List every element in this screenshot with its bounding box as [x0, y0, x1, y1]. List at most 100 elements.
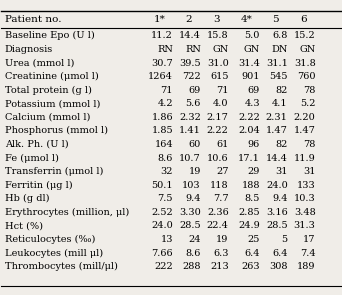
Text: 189: 189	[297, 262, 316, 271]
Text: 25: 25	[248, 235, 260, 244]
Text: 3.48: 3.48	[294, 208, 316, 217]
Text: 9.4: 9.4	[272, 194, 288, 203]
Text: 6.4: 6.4	[245, 249, 260, 258]
Text: 3.30: 3.30	[179, 208, 201, 217]
Text: 10.6: 10.6	[207, 154, 229, 163]
Text: GN: GN	[244, 45, 260, 54]
Text: 5: 5	[273, 15, 279, 24]
Text: 29: 29	[248, 167, 260, 176]
Text: 722: 722	[182, 72, 201, 81]
Text: 4.0: 4.0	[213, 99, 229, 108]
Text: GN: GN	[299, 45, 316, 54]
Text: Erythrocytes (million, μl): Erythrocytes (million, μl)	[5, 208, 129, 217]
Text: 24.9: 24.9	[238, 222, 260, 230]
Text: 24.0: 24.0	[151, 222, 173, 230]
Text: 6: 6	[300, 15, 307, 24]
Text: 69: 69	[188, 86, 201, 95]
Text: Alk. Ph. (U l): Alk. Ph. (U l)	[5, 140, 68, 149]
Text: Hct (%): Hct (%)	[5, 222, 43, 230]
Text: 5.6: 5.6	[185, 99, 201, 108]
Text: 2.52: 2.52	[151, 208, 173, 217]
Text: 188: 188	[241, 181, 260, 190]
Text: 8.5: 8.5	[245, 194, 260, 203]
Text: 5: 5	[281, 235, 288, 244]
Text: 2: 2	[186, 15, 192, 24]
Text: 164: 164	[154, 140, 173, 149]
Text: RN: RN	[157, 45, 173, 54]
Text: 82: 82	[275, 140, 288, 149]
Text: RN: RN	[185, 45, 201, 54]
Text: 14.4: 14.4	[266, 154, 288, 163]
Text: 4.2: 4.2	[157, 99, 173, 108]
Text: 71: 71	[216, 86, 229, 95]
Text: Hb (g dl): Hb (g dl)	[5, 194, 49, 203]
Text: 78: 78	[303, 140, 316, 149]
Text: Reticulocytes (‰): Reticulocytes (‰)	[5, 235, 95, 244]
Text: 31: 31	[303, 167, 316, 176]
Text: 17.1: 17.1	[238, 154, 260, 163]
Text: 1*: 1*	[154, 15, 165, 24]
Text: 2.22: 2.22	[238, 113, 260, 122]
Text: 2.17: 2.17	[207, 113, 229, 122]
Text: 19: 19	[188, 167, 201, 176]
Text: Baseline Epo (U l): Baseline Epo (U l)	[5, 31, 94, 40]
Text: Diagnosis: Diagnosis	[5, 45, 53, 54]
Text: 24.0: 24.0	[266, 181, 288, 190]
Text: 545: 545	[269, 72, 288, 81]
Text: 60: 60	[188, 140, 201, 149]
Text: 2.85: 2.85	[238, 208, 260, 217]
Text: 31: 31	[275, 167, 288, 176]
Text: 4*: 4*	[240, 15, 252, 24]
Text: 31.0: 31.0	[207, 58, 229, 68]
Text: GN: GN	[212, 45, 229, 54]
Text: 19: 19	[216, 235, 229, 244]
Text: 5.2: 5.2	[300, 99, 316, 108]
Text: 6.4: 6.4	[272, 249, 288, 258]
Text: 17: 17	[303, 235, 316, 244]
Text: 1264: 1264	[148, 72, 173, 81]
Text: 3.16: 3.16	[266, 208, 288, 217]
Text: 308: 308	[269, 262, 288, 271]
Text: 2.22: 2.22	[207, 127, 229, 135]
Text: DN: DN	[271, 45, 288, 54]
Text: 61: 61	[216, 140, 229, 149]
Text: 24: 24	[188, 235, 201, 244]
Text: 103: 103	[182, 181, 201, 190]
Text: 71: 71	[160, 86, 173, 95]
Text: 6.8: 6.8	[272, 31, 288, 40]
Text: 7.5: 7.5	[158, 194, 173, 203]
Text: 39.5: 39.5	[179, 58, 201, 68]
Text: 760: 760	[297, 72, 316, 81]
Text: 8.6: 8.6	[185, 249, 201, 258]
Text: 8.6: 8.6	[158, 154, 173, 163]
Text: 10.7: 10.7	[179, 154, 201, 163]
Text: 1.47: 1.47	[266, 127, 288, 135]
Text: 69: 69	[248, 86, 260, 95]
Text: 15.8: 15.8	[207, 31, 229, 40]
Text: 14.4: 14.4	[179, 31, 201, 40]
Text: 3: 3	[213, 15, 220, 24]
Text: Leukocytes (mill μl): Leukocytes (mill μl)	[5, 249, 103, 258]
Text: Urea (mmol l): Urea (mmol l)	[5, 58, 74, 68]
Text: 22.4: 22.4	[207, 222, 229, 230]
Text: 213: 213	[210, 262, 229, 271]
Text: 222: 222	[154, 262, 173, 271]
Text: 6.3: 6.3	[213, 249, 229, 258]
Text: Fe (μmol l): Fe (μmol l)	[5, 153, 59, 163]
Text: 2.32: 2.32	[179, 113, 201, 122]
Text: 78: 78	[303, 86, 316, 95]
Text: 13: 13	[160, 235, 173, 244]
Text: 4.3: 4.3	[244, 99, 260, 108]
Text: Potassium (mmol l): Potassium (mmol l)	[5, 99, 100, 108]
Text: Thrombocytes (mill/μl): Thrombocytes (mill/μl)	[5, 262, 118, 271]
Text: 31.3: 31.3	[294, 222, 316, 230]
Text: 31.1: 31.1	[266, 58, 288, 68]
Text: 2.36: 2.36	[207, 208, 229, 217]
Text: 11.9: 11.9	[294, 154, 316, 163]
Text: 50.1: 50.1	[152, 181, 173, 190]
Text: 28.5: 28.5	[179, 222, 201, 230]
Text: 7.66: 7.66	[152, 249, 173, 258]
Text: 901: 901	[241, 72, 260, 81]
Text: 11.2: 11.2	[151, 31, 173, 40]
Text: 133: 133	[297, 181, 316, 190]
